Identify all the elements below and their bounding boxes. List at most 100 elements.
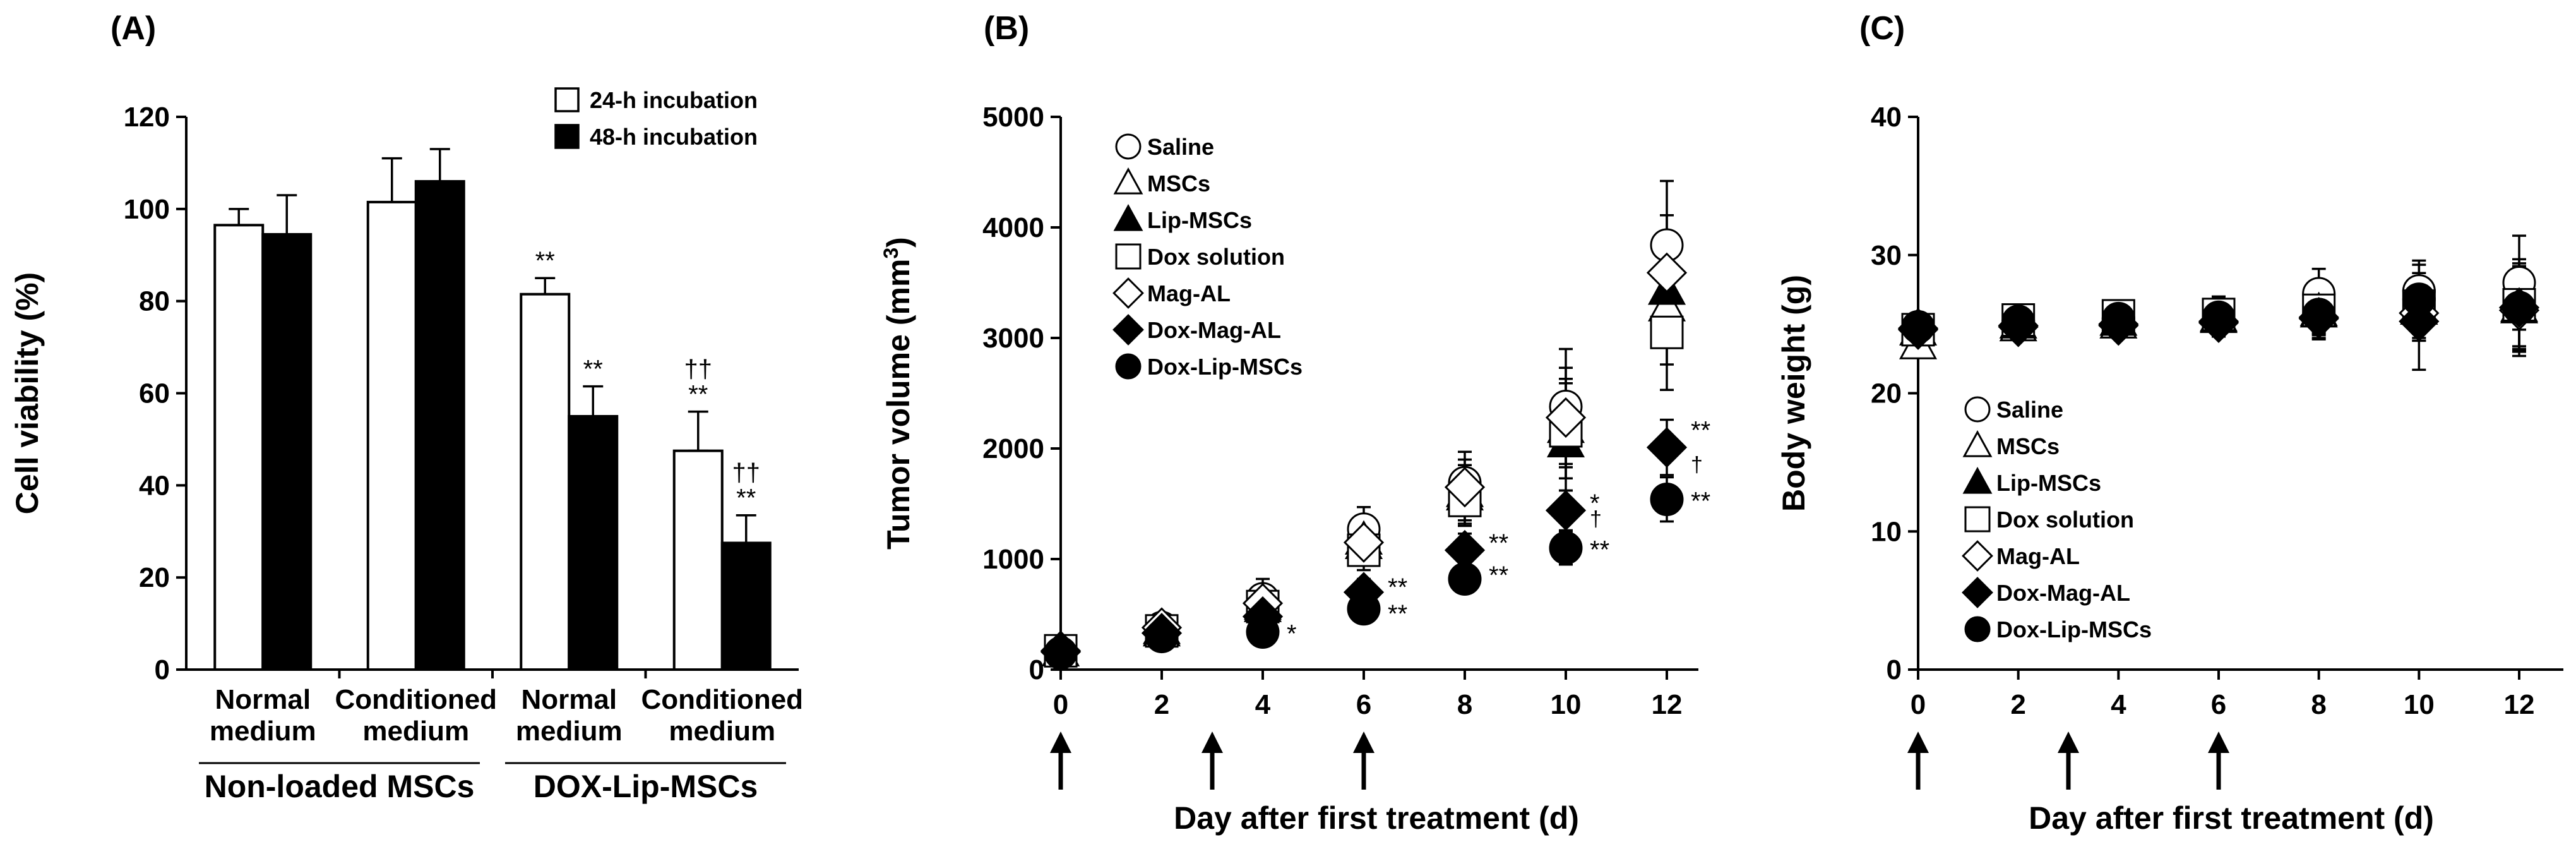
legend-marker xyxy=(1115,243,1142,270)
data-point xyxy=(2101,301,2135,335)
panel-c-body-weight: (C) 0 10 20 30 40 0 2 4 6 8 10 12 Body weight (g) Day… xyxy=(1776,10,2563,836)
bar xyxy=(261,232,313,671)
y-tick-label-a: 80 xyxy=(139,286,170,317)
bar xyxy=(720,541,772,671)
category-label-line1: Conditioned xyxy=(641,684,803,715)
x-tick-label-b: 10 xyxy=(1551,689,1582,720)
category-label-line1: Normal xyxy=(215,684,311,715)
y-tick-label-a: 20 xyxy=(139,562,170,593)
legend-label: Dox-Mag-AL xyxy=(1996,580,2130,606)
legend-label: Mag-AL xyxy=(1147,280,1231,306)
data-point xyxy=(1545,397,1587,438)
x-tick-label-c: 2 xyxy=(2010,689,2025,720)
x-tick-label-b: 2 xyxy=(1154,689,1169,720)
category-label-line1: Conditioned xyxy=(335,684,497,715)
group-label: Non-loaded MSCs xyxy=(205,769,475,804)
data-point xyxy=(1044,636,1078,670)
x-tick-label-b: 4 xyxy=(1255,689,1271,720)
legend-label: MSCs xyxy=(1996,433,2060,459)
error-bar xyxy=(535,277,556,296)
significance-mark: * xyxy=(1590,490,1600,517)
y-axis-title-b: Tumor volume (mm3) xyxy=(880,237,916,550)
y-axis-title-a: Cell viability (%) xyxy=(9,272,45,514)
error-bar xyxy=(736,514,756,545)
significance-mark: ** xyxy=(1489,562,1508,589)
legend-label: Dox-Lip-MSCs xyxy=(1147,354,1303,380)
legend-marker xyxy=(1962,430,1993,457)
bar xyxy=(672,449,724,671)
legend-swatch xyxy=(554,124,580,149)
category-label-line2: medium xyxy=(210,716,316,747)
y-tick-label-c: 30 xyxy=(1871,240,1902,271)
treatment-arrow xyxy=(2208,732,2229,790)
significance-mark: †† xyxy=(684,356,713,383)
legend-label: Dox-Lip-MSCs xyxy=(1996,617,2152,642)
legend-marker xyxy=(1113,167,1143,195)
significance-mark: † xyxy=(1691,453,1703,477)
legend-marker xyxy=(1115,353,1142,380)
legend-marker xyxy=(1964,506,1991,533)
group-label: DOX-Lip-MSCs xyxy=(534,769,758,804)
x-tick-label-c: 0 xyxy=(1911,689,1926,720)
legend-marker xyxy=(1962,540,1993,572)
treatment-arrow xyxy=(1050,732,1071,790)
legend-marker xyxy=(1115,133,1142,160)
legend-label: 48-h incubation xyxy=(590,124,758,150)
y-tick-label-a: 100 xyxy=(124,194,170,225)
data-point xyxy=(1145,620,1179,653)
legend-label: Saline xyxy=(1147,134,1214,160)
bar xyxy=(213,224,265,671)
significance-mark: †† xyxy=(732,459,761,487)
bar xyxy=(414,180,465,671)
panel-c-label: (C) xyxy=(1859,10,1905,47)
y-tick-label-b: 2000 xyxy=(982,433,1044,464)
data-point xyxy=(1545,490,1587,531)
significance-mark: ** xyxy=(688,381,708,409)
y-tick-label-c: 0 xyxy=(1887,654,1902,685)
panel-b-label: (B) xyxy=(984,10,1029,47)
error-bar xyxy=(583,385,604,418)
x-axis-title-c: Day after first treatment (d) xyxy=(2029,800,2434,836)
legend-label: Dox solution xyxy=(1147,244,1285,270)
legend-marker xyxy=(1113,204,1143,231)
data-point xyxy=(1650,315,1684,349)
y-tick-label-b: 3000 xyxy=(982,323,1044,354)
data-point xyxy=(1901,310,1935,344)
x-tick-label-c: 8 xyxy=(2311,689,2326,720)
data-point xyxy=(2402,282,2436,316)
data-point xyxy=(2302,298,2336,332)
legend-marker xyxy=(1964,616,1991,642)
data-point xyxy=(1347,592,1381,626)
legend-label: Mag-AL xyxy=(1996,543,2080,569)
x-tick-label-b: 12 xyxy=(1652,689,1683,720)
legend-label: Dox solution xyxy=(1996,507,2134,533)
significance-mark: ** xyxy=(1691,417,1710,445)
error-bar xyxy=(429,148,450,183)
treatment-arrow xyxy=(2058,732,2079,790)
y-tick-label-a: 40 xyxy=(139,470,170,501)
error-bar xyxy=(381,157,402,203)
significance-mark: ** xyxy=(1388,600,1407,628)
significance-mark: ** xyxy=(1691,488,1710,515)
bar xyxy=(366,200,417,671)
significance-mark: ** xyxy=(1590,536,1609,564)
panel-b-tumor-volume: (B) 0 1000 2000 3000 4000 5000 0 2 4 6 8 10 12 Tumor … xyxy=(880,10,1710,836)
panel-a-cell-viability: (A) 0 20 40 60 80 100 120 Cell viability (%) Nor… xyxy=(9,10,803,804)
significance-mark: ** xyxy=(1388,574,1407,601)
significance-mark: * xyxy=(1287,620,1297,648)
legend-label: MSCs xyxy=(1147,171,1210,196)
data-point xyxy=(1246,615,1280,649)
x-tick-label-c: 4 xyxy=(2111,689,2126,720)
y-tick-label-c: 40 xyxy=(1871,102,1902,133)
x-axis-title-b: Day after first treatment (d) xyxy=(1174,800,1579,836)
category-label-line2: medium xyxy=(516,716,623,747)
legend-label: 24-h incubation xyxy=(590,87,758,113)
y-tick-label-b: 4000 xyxy=(982,212,1044,243)
category-label-line1: Normal xyxy=(521,684,617,715)
y-tick-label-c: 10 xyxy=(1871,516,1902,547)
y-tick-label-b: 1000 xyxy=(982,544,1044,575)
legend-label: Lip-MSCs xyxy=(1996,470,2101,496)
category-label-line2: medium xyxy=(669,716,775,747)
significance-mark: ** xyxy=(583,356,603,383)
